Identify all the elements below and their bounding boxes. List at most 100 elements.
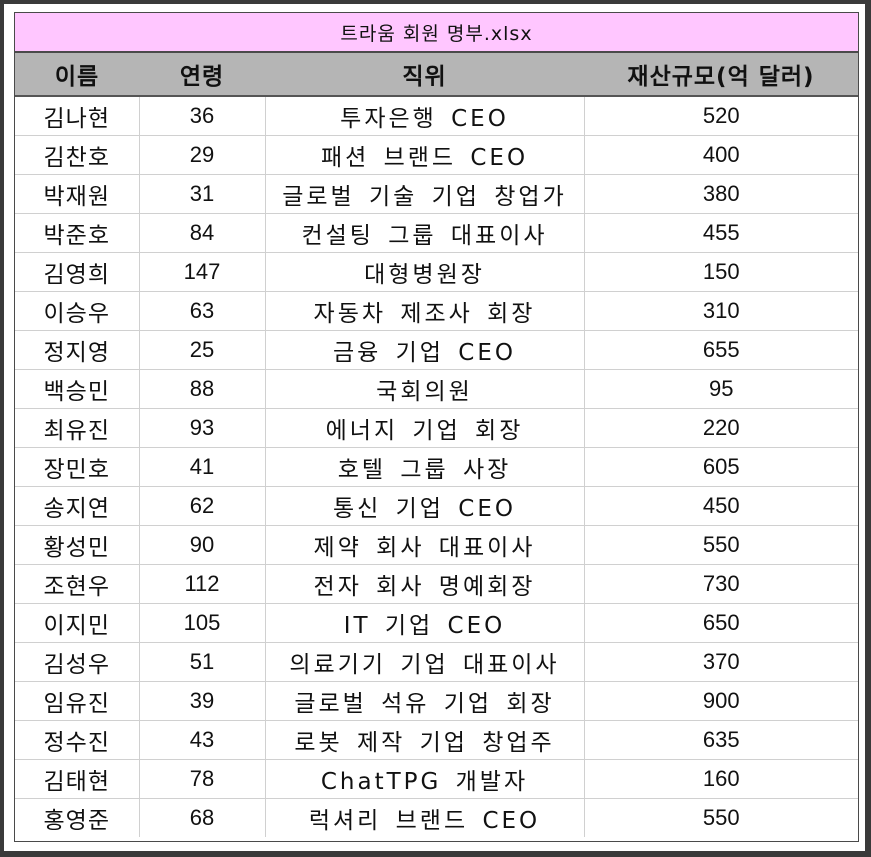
cell-name[interactable]: 임유진 xyxy=(15,681,140,721)
cell-age[interactable]: 68 xyxy=(139,798,266,837)
cell-position[interactable]: 금융 기업 CEO xyxy=(265,330,585,370)
table-row: 장민호 41 호텔 그룹 사장 605 xyxy=(15,447,858,487)
window-title: 트라움 회원 명부.xlsx xyxy=(15,13,858,53)
cell-age[interactable]: 36 xyxy=(139,96,266,136)
cell-age[interactable]: 63 xyxy=(139,291,266,331)
table-row: 정지영 25 금융 기업 CEO 655 xyxy=(15,330,858,370)
table-row: 김태현 78 ChatTPG 개발자 160 xyxy=(15,759,858,799)
cell-position[interactable]: 투자은행 CEO xyxy=(265,96,585,136)
cell-position[interactable]: 글로벌 석유 기업 회장 xyxy=(265,681,585,721)
cell-name[interactable]: 정수진 xyxy=(15,720,140,760)
cell-name[interactable]: 최유진 xyxy=(15,408,140,448)
cell-assets[interactable]: 900 xyxy=(584,681,858,721)
cell-name[interactable]: 김성우 xyxy=(15,642,140,682)
cell-position[interactable]: 제약 회사 대표이사 xyxy=(265,525,585,565)
table-row: 김나현 36 투자은행 CEO 520 xyxy=(15,96,858,136)
table-row: 홍영준 68 럭셔리 브랜드 CEO 550 xyxy=(15,798,858,837)
cell-age[interactable]: 112 xyxy=(139,564,266,604)
cell-position[interactable]: 대형병원장 xyxy=(265,252,585,292)
cell-name[interactable]: 송지연 xyxy=(15,486,140,526)
table-row: 정수진 43 로봇 제작 기업 창업주 635 xyxy=(15,720,858,760)
cell-age[interactable]: 78 xyxy=(139,759,266,799)
cell-age[interactable]: 51 xyxy=(139,642,266,682)
cell-name[interactable]: 김영희 xyxy=(15,252,140,292)
header-name[interactable]: 이름 xyxy=(15,53,139,97)
cell-assets[interactable]: 310 xyxy=(584,291,858,331)
cell-assets[interactable]: 95 xyxy=(584,369,858,409)
table-row: 이승우 63 자동차 제조사 회장 310 xyxy=(15,291,858,331)
table-row: 송지연 62 통신 기업 CEO 450 xyxy=(15,486,858,526)
cell-assets[interactable]: 550 xyxy=(702,805,740,830)
cell-position[interactable]: 통신 기업 CEO xyxy=(265,486,585,526)
cell-age[interactable]: 84 xyxy=(139,213,266,253)
cell-position[interactable]: 호텔 그룹 사장 xyxy=(265,447,585,487)
cell-position[interactable]: 로봇 제작 기업 창업주 xyxy=(265,720,585,760)
cell-name[interactable]: 김찬호 xyxy=(15,135,140,175)
header-age[interactable]: 연령 xyxy=(139,53,265,97)
table-row: 이지민 105 IT 기업 CEO 650 xyxy=(15,603,858,643)
cell-position[interactable]: 패션 브랜드 CEO xyxy=(265,135,585,175)
cell-age[interactable]: 41 xyxy=(139,447,266,487)
cell-name[interactable]: 조현우 xyxy=(15,564,140,604)
cell-position[interactable]: 럭셔리 브랜드 CEO xyxy=(265,798,585,837)
cell-age[interactable]: 31 xyxy=(139,174,266,214)
cell-assets[interactable]: 550 xyxy=(584,525,858,565)
cell-assets[interactable]: 455 xyxy=(584,213,858,253)
header-position[interactable]: 직위 xyxy=(265,53,584,97)
cell-assets[interactable]: 655 xyxy=(584,330,858,370)
cell-assets[interactable]: 605 xyxy=(584,447,858,487)
cell-age[interactable]: 105 xyxy=(139,603,266,643)
cell-name[interactable]: 이승우 xyxy=(15,291,140,331)
cell-name[interactable]: 박준호 xyxy=(15,213,140,253)
cell-assets[interactable]: 220 xyxy=(584,408,858,448)
cell-name[interactable]: 이지민 xyxy=(15,603,140,643)
cell-position[interactable]: 전자 회사 명예회장 xyxy=(265,564,585,604)
cell-name[interactable]: 김태현 xyxy=(15,759,140,799)
header-row: 이름 연령 직위 재산규모(억 달러) xyxy=(15,53,858,97)
cell-position[interactable]: 글로벌 기술 기업 창업가 xyxy=(265,174,585,214)
cell-assets[interactable]: 160 xyxy=(584,759,858,799)
table-row: 김영희 147 대형병원장 150 xyxy=(15,252,858,292)
table-row: 황성민 90 제약 회사 대표이사 550 xyxy=(15,525,858,565)
table-row: 박재원 31 글로벌 기술 기업 창업가 380 xyxy=(15,174,858,214)
cell-name[interactable]: 김나현 xyxy=(15,96,140,136)
table-row: 조현우 112 전자 회사 명예회장 730 xyxy=(15,564,858,604)
cell-age[interactable]: 25 xyxy=(139,330,266,370)
cell-name[interactable]: 황성민 xyxy=(15,525,140,565)
cell-name[interactable]: 장민호 xyxy=(15,447,140,487)
cell-assets[interactable]: 650 xyxy=(584,603,858,643)
cell-age[interactable]: 39 xyxy=(139,681,266,721)
cell-position[interactable]: 국회의원 xyxy=(265,369,585,409)
cell-age[interactable]: 43 xyxy=(139,720,266,760)
cell-assets[interactable]: 520 xyxy=(584,96,858,136)
cell-name[interactable]: 홍영준 xyxy=(15,798,140,837)
cell-assets[interactable]: 370 xyxy=(584,642,858,682)
cell-name[interactable]: 백승민 xyxy=(15,369,140,409)
table-body: 김나현 36 투자은행 CEO 520 김찬호 29 패션 브랜드 CEO 400 박재원 31 글… xyxy=(15,96,858,837)
cell-age[interactable]: 29 xyxy=(139,135,266,175)
cell-age[interactable]: 93 xyxy=(139,408,266,448)
cell-name[interactable]: 박재원 xyxy=(15,174,140,214)
cell-position[interactable]: 컨설팅 그룹 대표이사 xyxy=(265,213,585,253)
cell-assets[interactable]: 635 xyxy=(584,720,858,760)
cell-position[interactable]: ChatTPG 개발자 xyxy=(265,759,585,799)
header-assets[interactable]: 재산규모(억 달러) xyxy=(584,53,858,97)
cell-position[interactable]: IT 기업 CEO xyxy=(265,603,585,643)
cell-age[interactable]: 62 xyxy=(139,486,266,526)
cell-assets[interactable]: 730 xyxy=(584,564,858,604)
cell-age[interactable]: 90 xyxy=(139,525,266,565)
cell-position[interactable]: 자동차 제조사 회장 xyxy=(265,291,585,331)
table-row: 김성우 51 의료기기 기업 대표이사 370 xyxy=(15,642,858,682)
cell-assets[interactable]: 450 xyxy=(584,486,858,526)
cell-assets[interactable]: 150 xyxy=(584,252,858,292)
cell-position[interactable]: 의료기기 기업 대표이사 xyxy=(265,642,585,682)
table-row: 임유진 39 글로벌 석유 기업 회장 900 xyxy=(15,681,858,721)
cell-position[interactable]: 에너지 기업 회장 xyxy=(265,408,585,448)
cell-assets[interactable]: 400 xyxy=(584,135,858,175)
table-row: 최유진 93 에너지 기업 회장 220 xyxy=(15,408,858,448)
cell-age[interactable]: 147 xyxy=(139,252,266,292)
cell-age[interactable]: 88 xyxy=(139,369,266,409)
cell-assets[interactable]: 380 xyxy=(584,174,858,214)
cell-name[interactable]: 정지영 xyxy=(15,330,140,370)
